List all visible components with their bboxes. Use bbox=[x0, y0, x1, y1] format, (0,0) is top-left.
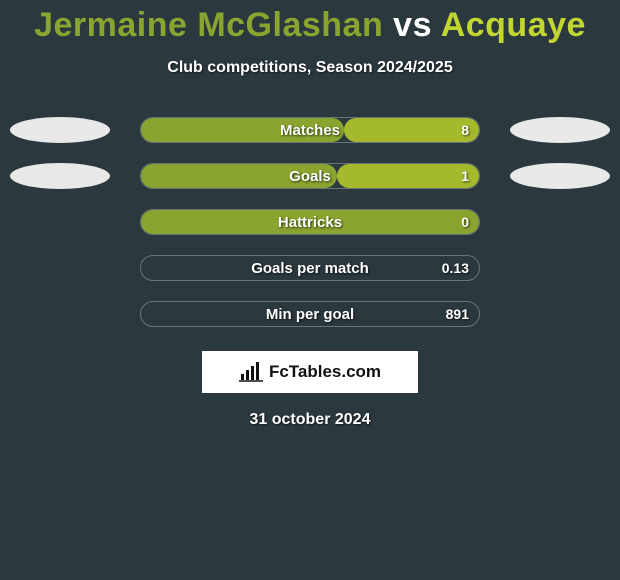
stat-label: Min per goal bbox=[141, 302, 479, 326]
bar-container: Matches8 bbox=[140, 117, 480, 143]
stat-right-value: 891 bbox=[446, 302, 469, 326]
bar-container: Min per goal891 bbox=[140, 301, 480, 327]
stat-row: Goals1 bbox=[0, 163, 620, 189]
bar-container: Goals per match0.13 bbox=[140, 255, 480, 281]
stat-label: Hattricks bbox=[141, 210, 479, 234]
player2-name: Acquaye bbox=[441, 6, 586, 44]
right-ellipse bbox=[510, 163, 610, 189]
brand-text: FcTables.com bbox=[269, 362, 381, 382]
vs-label: vs bbox=[393, 6, 432, 44]
bar-chart-icon bbox=[239, 362, 263, 382]
left-ellipse bbox=[10, 117, 110, 143]
stat-right-value: 0 bbox=[461, 210, 469, 234]
stat-row: Hattricks0 bbox=[0, 209, 620, 235]
subtitle: Club competitions, Season 2024/2025 bbox=[0, 59, 620, 77]
stat-row: Min per goal891 bbox=[0, 301, 620, 327]
brand-box: FcTables.com bbox=[202, 351, 418, 393]
stat-row: Matches8 bbox=[0, 117, 620, 143]
stat-label: Matches bbox=[141, 118, 479, 142]
comparison-title: Jermaine McGlashan vs Acquaye bbox=[0, 6, 620, 45]
left-ellipse bbox=[10, 163, 110, 189]
player1-name: Jermaine McGlashan bbox=[34, 6, 383, 44]
stat-label: Goals bbox=[141, 164, 479, 188]
bar-container: Hattricks0 bbox=[140, 209, 480, 235]
stat-right-value: 8 bbox=[461, 118, 469, 142]
stat-right-value: 1 bbox=[461, 164, 469, 188]
bar-container: Goals1 bbox=[140, 163, 480, 189]
stat-rows: Matches8Goals1Hattricks0Goals per match0… bbox=[0, 117, 620, 327]
stat-row: Goals per match0.13 bbox=[0, 255, 620, 281]
right-ellipse bbox=[510, 117, 610, 143]
stat-label: Goals per match bbox=[141, 256, 479, 280]
date-line: 31 october 2024 bbox=[0, 411, 620, 429]
stat-right-value: 0.13 bbox=[442, 256, 469, 280]
